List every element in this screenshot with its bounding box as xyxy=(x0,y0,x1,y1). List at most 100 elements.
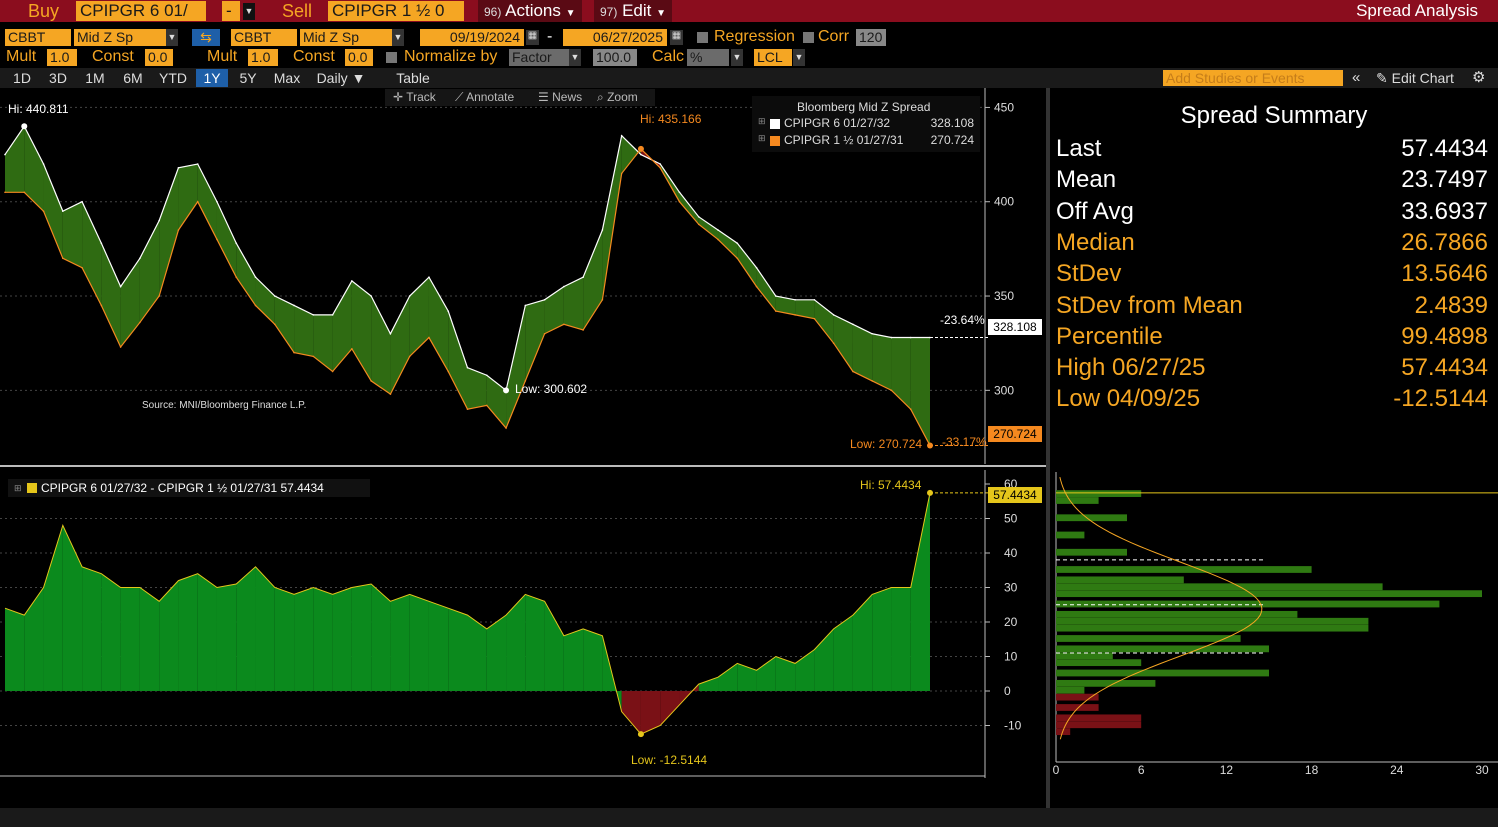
summary-row: Mean 23.7497 xyxy=(1056,165,1488,195)
y-tick-label: 450 xyxy=(994,100,1014,114)
peak-marker xyxy=(637,145,644,152)
tab-ytd[interactable]: YTD xyxy=(159,70,187,86)
zoom-button[interactable]: ⌕ Zoom xyxy=(597,89,638,106)
source-field-1[interactable]: CBBT xyxy=(5,29,71,46)
series-2-point xyxy=(42,210,45,212)
type-field-2[interactable]: Mid Z Sp xyxy=(300,29,392,46)
corr-label: Corr xyxy=(818,28,850,45)
summary-label: High 06/27/25 xyxy=(1056,354,1206,382)
tab-1d[interactable]: 1D xyxy=(13,70,31,86)
edit-chart-button[interactable]: ✎ Edit Chart xyxy=(1376,68,1454,88)
spread-low-marker xyxy=(637,731,644,738)
chevron-down-icon[interactable]: ▼ xyxy=(243,3,255,20)
series-1-point xyxy=(794,299,796,301)
series-1-point xyxy=(119,285,122,288)
actions-num: 96) xyxy=(484,5,502,19)
spread-line[interactable] xyxy=(4,492,931,735)
start-date-field[interactable]: 09/19/2024 xyxy=(420,29,524,46)
distribution-histogram[interactable]: 0 6 12 18 24 30 xyxy=(1050,472,1498,778)
chart-toolbar: ✛ Track ⟋ Annotate ☰ News ⌕ Zoom xyxy=(385,89,655,106)
buy-security-field[interactable]: CPIPGR 6 01/ xyxy=(76,1,206,21)
last-value-tag-2: 270.724 xyxy=(988,426,1042,442)
const-field-1[interactable]: 0.0 xyxy=(145,49,173,66)
spread-band-segment xyxy=(544,286,564,334)
spread-area-segment xyxy=(486,615,507,691)
series-1-point xyxy=(871,332,873,335)
collapse-icon[interactable]: « xyxy=(1352,69,1361,86)
table-button[interactable]: Table xyxy=(396,70,430,86)
series-2-point xyxy=(736,257,739,260)
corr-checkbox[interactable] xyxy=(803,32,814,43)
summary-value: 57.4434 xyxy=(1401,135,1488,162)
calc-select[interactable]: % xyxy=(687,49,729,66)
spread-last-tag: 57.4434 xyxy=(988,487,1042,503)
lcl-select[interactable]: LCL xyxy=(754,49,792,66)
series-2-point xyxy=(890,389,893,392)
track-button[interactable]: ✛ Track xyxy=(393,89,436,106)
type-field-1[interactable]: Mid Z Sp xyxy=(74,29,166,46)
chevron-down-icon[interactable]: ▼ xyxy=(793,49,805,66)
series-1-point xyxy=(832,314,835,316)
calendar-icon[interactable]: ▦ xyxy=(670,30,683,45)
mult-field-2[interactable]: 1.0 xyxy=(248,49,278,66)
upper-low-label: Low: 300.602 xyxy=(515,382,588,396)
const-label-2: Const xyxy=(293,48,335,65)
normalize-checkbox[interactable] xyxy=(386,52,397,63)
edit-menu[interactable]: 97) Edit ▼ xyxy=(594,0,673,22)
spread-area-segment xyxy=(621,691,641,735)
series-2-point xyxy=(524,380,527,382)
upper-chart[interactable] xyxy=(4,123,988,449)
corr-window-field[interactable]: 120 xyxy=(856,29,886,46)
news-button[interactable]: ☰ News xyxy=(538,89,582,106)
daily-select[interactable]: Daily ▼ xyxy=(316,70,366,86)
y-tick-label: 30 xyxy=(1004,581,1018,595)
gear-icon[interactable]: ⚙ xyxy=(1472,69,1486,86)
sell-security-field[interactable]: CPIPGR 1 ½ 0 xyxy=(328,1,464,21)
chevron-down-icon[interactable]: ▼ xyxy=(731,49,743,66)
tab-1m[interactable]: 1M xyxy=(85,70,105,86)
spread-area-segment xyxy=(197,573,217,691)
series-2-point xyxy=(620,172,623,175)
summary-row: StDev from Mean 2.4839 xyxy=(1056,291,1488,321)
tab-5y[interactable]: 5Y xyxy=(239,70,257,86)
spread-area-segment xyxy=(332,587,352,691)
legend-item-series-1[interactable]: ⊞ CPIPGR 6 01/27/32 328.108 xyxy=(758,116,974,132)
tab-3d[interactable]: 3D xyxy=(49,70,67,86)
annotate-button[interactable]: ⟋ Annotate xyxy=(455,89,514,106)
mult-field-1[interactable]: 1.0 xyxy=(47,49,77,66)
summary-label: Off Avg xyxy=(1056,197,1134,225)
tab-max[interactable]: Max xyxy=(273,70,301,86)
tab-6m[interactable]: 6M xyxy=(123,70,143,86)
chevron-down-icon[interactable]: ▼ xyxy=(166,29,178,46)
actions-caret-icon: ▼ xyxy=(565,8,576,19)
spread-area-segment xyxy=(544,601,564,691)
legend-item-series-2[interactable]: ⊞ CPIPGR 1 ½ 01/27/31 270.724 xyxy=(758,133,974,149)
spread-area-segment xyxy=(255,566,275,691)
calendar-icon[interactable]: ▦ xyxy=(526,30,539,45)
series-1-point xyxy=(42,163,45,165)
buy-dash-field[interactable]: - xyxy=(222,1,240,21)
const-field-2[interactable]: 0.0 xyxy=(345,49,373,66)
summary-label: Mean xyxy=(1056,166,1117,194)
factor-value-field[interactable]: 100.0 xyxy=(593,49,637,66)
factor-select[interactable]: Factor xyxy=(509,49,569,66)
hist-bar xyxy=(1056,659,1142,667)
source-field-2[interactable]: CBBT xyxy=(231,29,297,46)
end-date-field[interactable]: 06/27/2025 xyxy=(563,29,667,46)
actions-menu[interactable]: 96) Actions ▼ xyxy=(478,0,582,22)
lower-legend[interactable]: ⊞ CPIPGR 6 01/27/32 - CPIPGR 1 ½ 01/27/3… xyxy=(8,479,370,497)
swap-icon[interactable]: ⇆ xyxy=(192,29,220,46)
hist-bar xyxy=(1056,548,1127,556)
spread-area-segment xyxy=(5,608,25,691)
panel-splitter[interactable] xyxy=(1046,88,1050,810)
lower-chart[interactable] xyxy=(4,489,988,738)
add-studies-input[interactable]: Add Studies or Events xyxy=(1163,70,1343,86)
regression-checkbox[interactable] xyxy=(697,32,708,43)
chevron-down-icon[interactable]: ▼ xyxy=(569,49,581,66)
hist-bar xyxy=(1056,514,1127,522)
chevron-down-icon[interactable]: ▼ xyxy=(392,29,404,46)
tab-1y[interactable]: 1Y xyxy=(196,69,228,87)
expand-icon: ⊞ xyxy=(758,133,766,143)
